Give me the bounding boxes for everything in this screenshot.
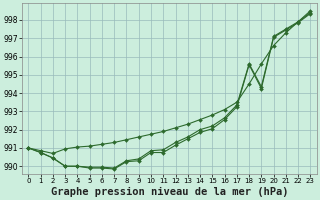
X-axis label: Graphe pression niveau de la mer (hPa): Graphe pression niveau de la mer (hPa) — [51, 186, 288, 197]
